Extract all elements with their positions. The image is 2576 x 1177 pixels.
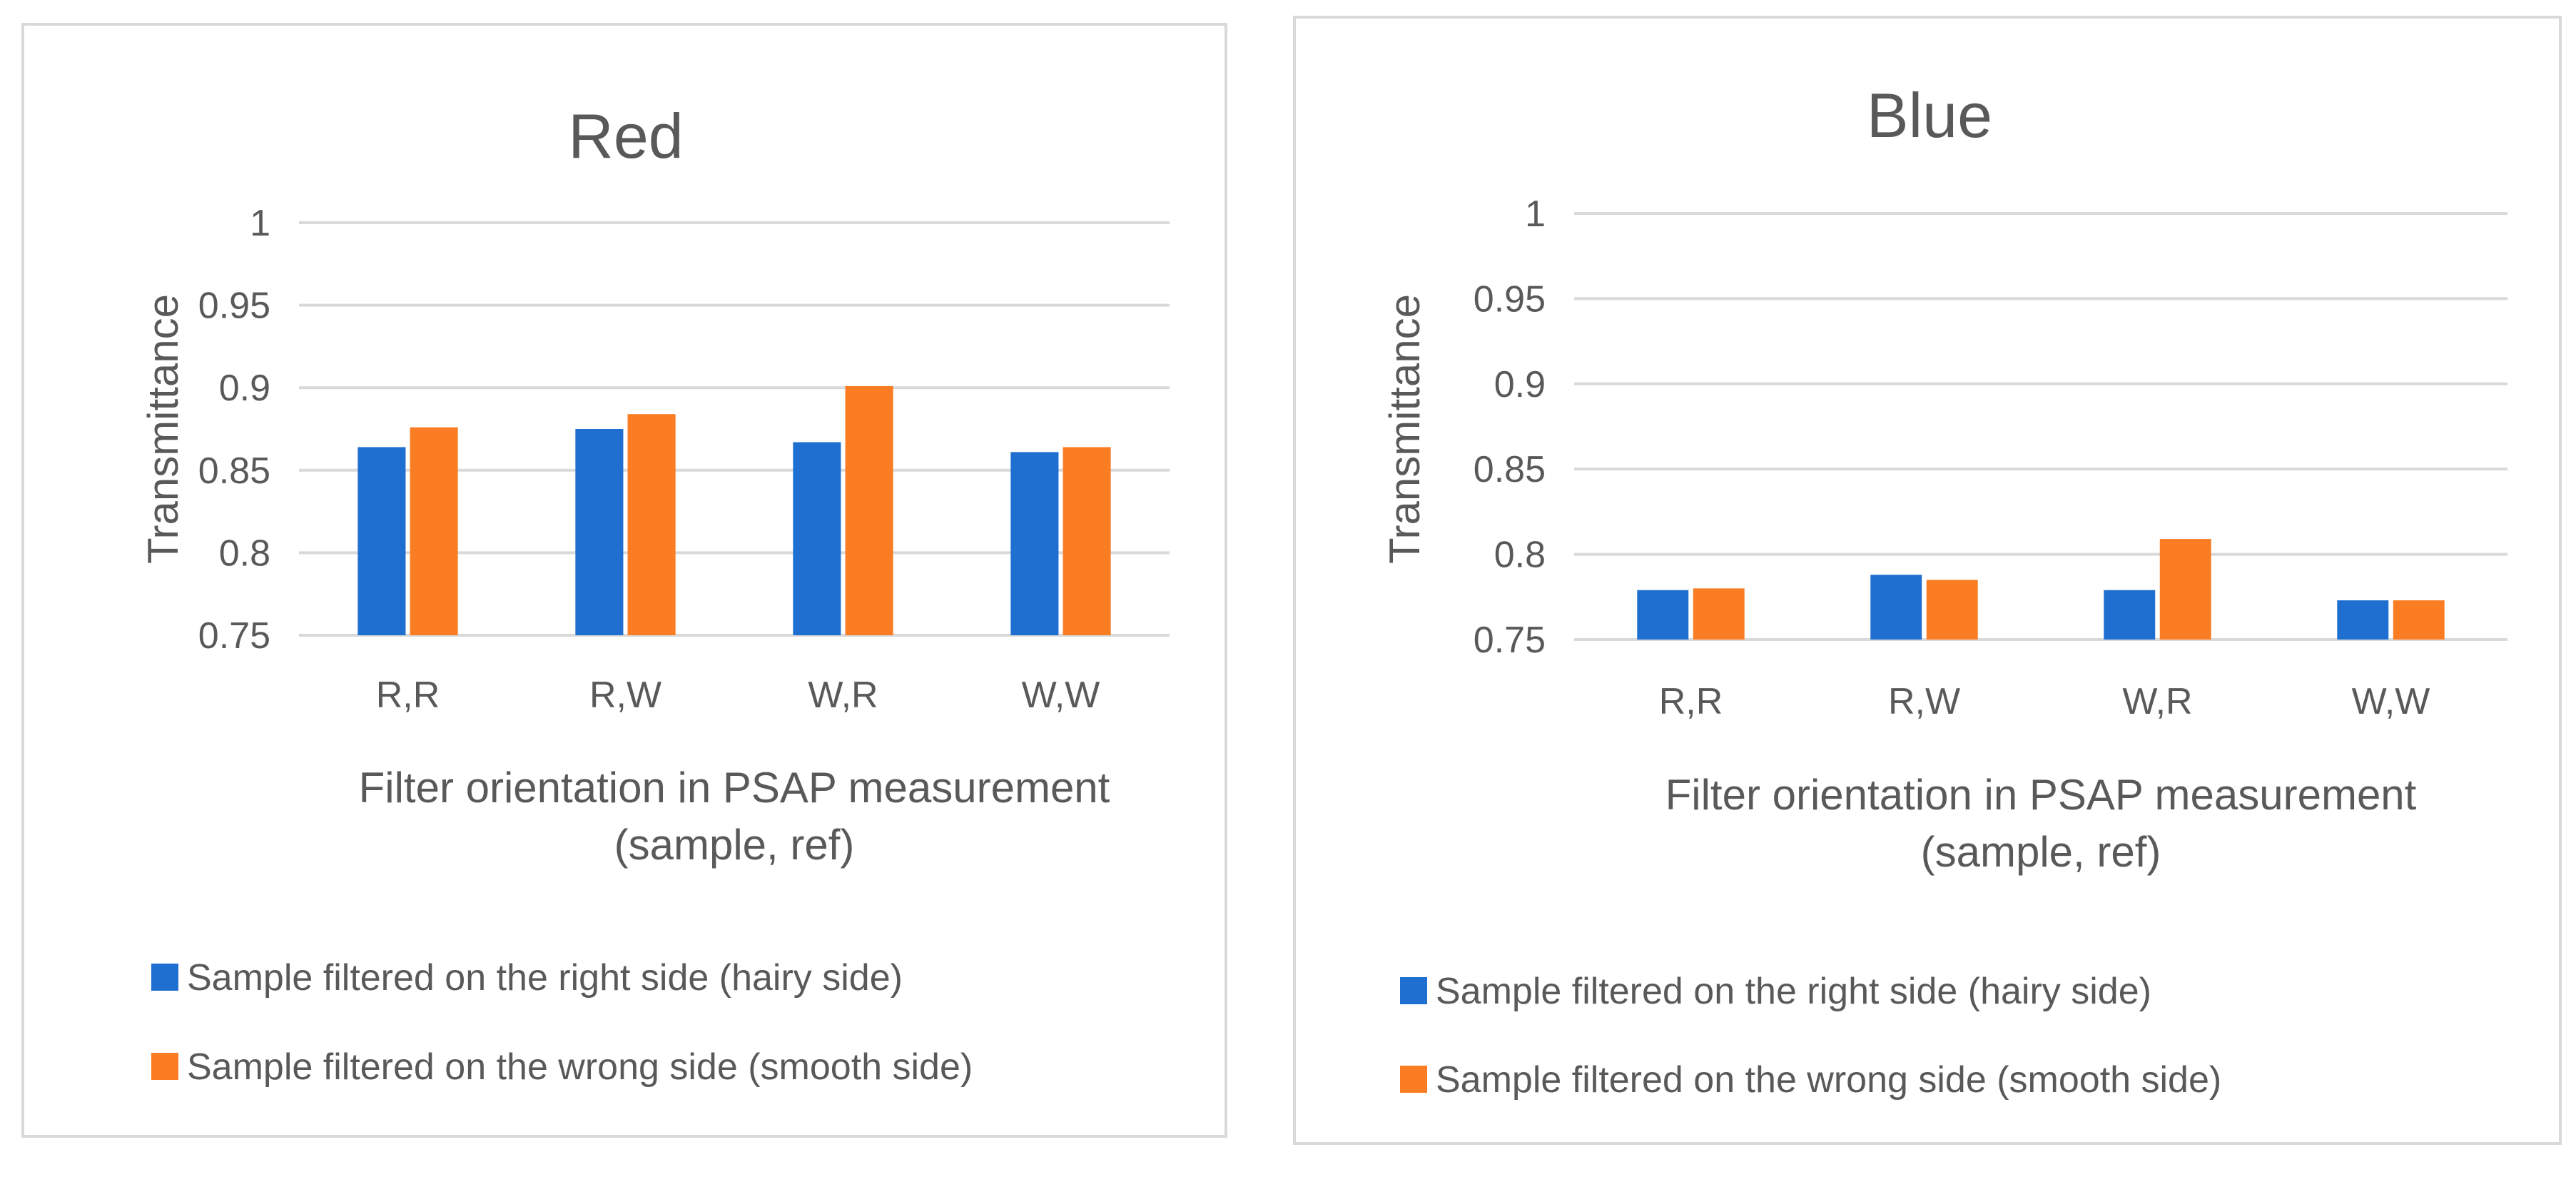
x-category-label: R,R [1659, 681, 1723, 722]
bar-wrong-side [627, 414, 676, 635]
bar-wrong-side [845, 385, 893, 635]
x-category-label: W,R [2122, 681, 2192, 722]
y-tick-label: 0.95 [1474, 278, 1546, 320]
bar-wrong-side [410, 427, 458, 635]
x-category-label: R,R [376, 675, 440, 716]
x-category-label: R,W [1888, 681, 1960, 722]
legend-label-right-side: Sample filtered on the right side (hairy… [187, 957, 903, 999]
y-tick-label: 0.9 [219, 368, 270, 409]
y-tick-label: 0.85 [1474, 449, 1546, 490]
bar-right-side [358, 447, 406, 635]
blue-chart-panel: Blue 1 0.95 0.9 0.85 0.8 0.75 Transmittance R,R R… [1293, 16, 2562, 1145]
red-chart-panel: Red 1 0.95 0.9 0.85 0.8 0.75 Transmittance R,R R,… [21, 23, 1227, 1138]
red-chart: Red 1 0.95 0.9 0.85 0.8 0.75 Transmittance R,R R,… [139, 101, 1170, 1088]
legend-label-wrong-side: Sample filtered on the wrong side (smoot… [1436, 1059, 2221, 1101]
legend-swatch-right-side [151, 964, 178, 991]
bar-right-side [1637, 590, 1689, 640]
x-category-label: W,W [1022, 675, 1100, 716]
y-tick-label: 0.75 [198, 615, 270, 657]
x-axis-title-line-2: (sample, ref) [614, 821, 855, 869]
y-tick-label: 1 [1525, 193, 1546, 235]
x-axis-title-line-1: Filter orientation in PSAP measurement [359, 764, 1110, 812]
blue-chart: Blue 1 0.95 0.9 0.85 0.8 0.75 Transmittance R,R R… [1381, 80, 2507, 1101]
bar-right-side [1870, 575, 1922, 640]
x-category-label: W,R [808, 675, 878, 716]
bar-wrong-side [2159, 539, 2211, 640]
x-axis-title-line-1: Filter orientation in PSAP measurement [1665, 771, 2417, 819]
y-axis-title: Transmittance [139, 294, 187, 564]
bar-wrong-side [1063, 447, 1111, 635]
y-tick-label: 0.8 [219, 532, 270, 574]
x-axis-title-line-2: (sample, ref) [1921, 828, 2161, 876]
bar-wrong-side [1693, 588, 1745, 640]
y-axis-title: Transmittance [1381, 294, 1429, 564]
y-tick-label: 0.75 [1474, 620, 1546, 661]
chart-title: Blue [1867, 80, 1992, 151]
x-category-label: R,W [589, 675, 661, 716]
legend-swatch-wrong-side [151, 1053, 178, 1080]
bar-right-side [1010, 452, 1059, 635]
legend-label-right-side: Sample filtered on the right side (hairy… [1436, 971, 2151, 1012]
y-tick-label: 0.85 [198, 450, 270, 492]
bar-right-side [2337, 600, 2389, 640]
y-tick-label: 1 [250, 203, 270, 244]
bar-wrong-side [2393, 600, 2445, 640]
x-category-label: W,W [2352, 681, 2430, 722]
y-tick-label: 0.95 [198, 286, 270, 327]
bar-right-side [793, 442, 841, 635]
legend-swatch-wrong-side [1400, 1066, 1427, 1093]
y-tick-label: 0.9 [1494, 364, 1546, 405]
bar-wrong-side [1926, 580, 1978, 640]
y-tick-label: 0.8 [1494, 535, 1546, 576]
chart-title: Red [568, 101, 683, 171]
legend-swatch-right-side [1400, 977, 1427, 1004]
legend-label-wrong-side: Sample filtered on the wrong side (smoot… [187, 1046, 973, 1088]
bar-right-side [575, 429, 624, 635]
bar-right-side [2104, 590, 2156, 640]
